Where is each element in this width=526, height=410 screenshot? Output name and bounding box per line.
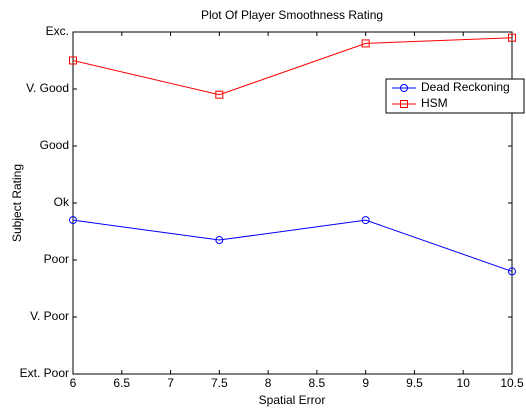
- y-tick-label: Poor: [44, 252, 69, 266]
- x-tick-label: 6: [70, 376, 77, 390]
- y-tick-label: Exc.: [46, 24, 69, 38]
- x-tick-label: 7: [167, 376, 174, 390]
- marker: [361, 216, 370, 225]
- legend-marker: [400, 100, 408, 108]
- y-tick-label: V. Poor: [30, 309, 69, 323]
- legend-box: [385, 78, 525, 114]
- x-tick-label: 9.5: [406, 376, 423, 390]
- chart-title: Plot Of Player Smoothness Rating: [201, 8, 383, 22]
- x-tick-label: 8.5: [309, 376, 326, 390]
- x-tick-label: 9: [362, 376, 369, 390]
- legend-label: HSM: [421, 96, 448, 110]
- y-axis-label: Subject Rating: [10, 164, 24, 242]
- x-axis-label: Spatial Error: [259, 393, 326, 407]
- marker: [361, 39, 370, 48]
- y-tick-label: V. Good: [26, 81, 69, 95]
- marker: [215, 236, 224, 245]
- x-tick-label: 7.5: [211, 376, 228, 390]
- marker: [508, 267, 516, 276]
- marker: [508, 33, 516, 42]
- x-tick-label: 8: [265, 376, 272, 390]
- legend-label: Dead Reckoning: [421, 80, 510, 94]
- x-tick-label: 6.5: [113, 376, 130, 390]
- marker: [69, 216, 77, 225]
- x-tick-label: 10.5: [500, 376, 524, 390]
- y-tick-label: Ext. Poor: [20, 366, 69, 380]
- y-tick-label: Good: [40, 138, 69, 152]
- series-line: [72, 37, 513, 96]
- x-tick-label: 10: [457, 376, 471, 390]
- y-tick-label: Ok: [54, 195, 70, 209]
- marker: [215, 90, 224, 99]
- legend-marker: [400, 84, 408, 92]
- series-line: [72, 219, 513, 272]
- marker: [69, 56, 77, 65]
